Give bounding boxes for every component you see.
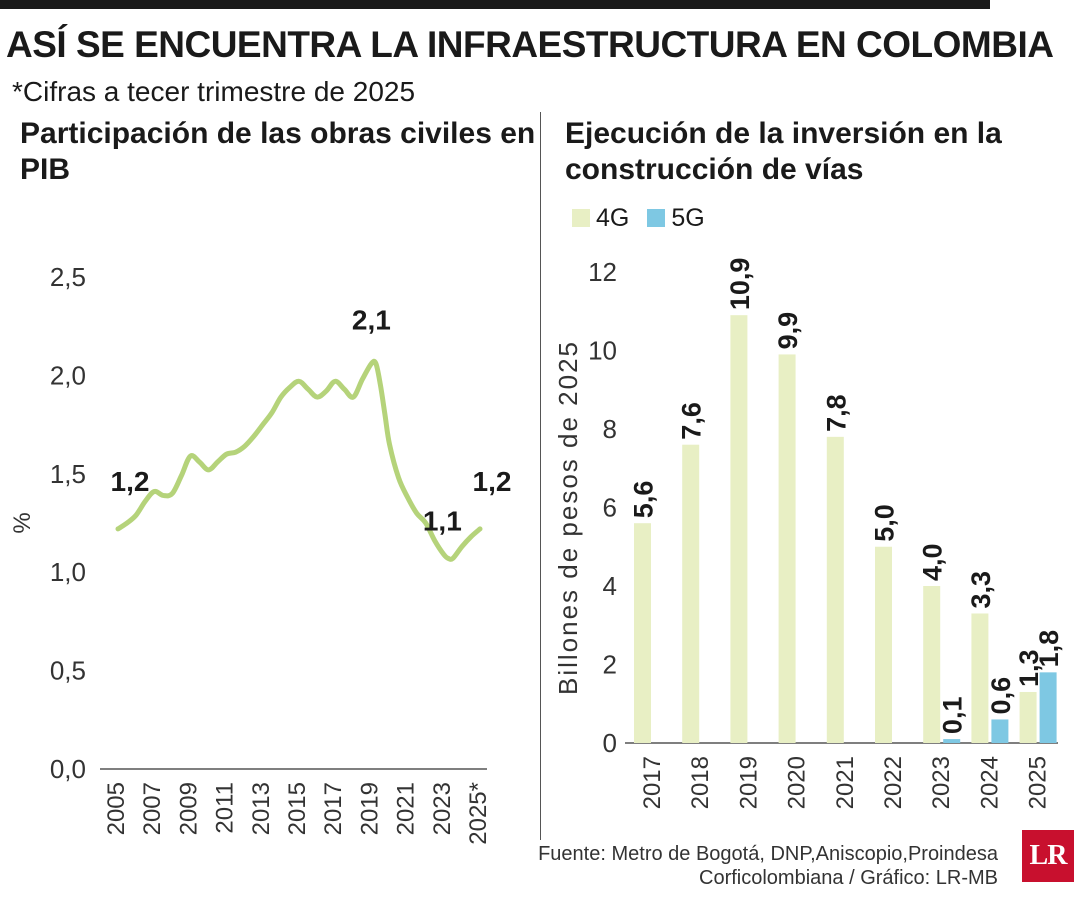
line-chart-y-tick-label: 0,0 (50, 754, 86, 784)
lr-logo: LR (1022, 830, 1074, 882)
bar-chart-y-tick-label: 6 (603, 493, 617, 523)
line-chart-x-tick-label: 2005 (103, 782, 130, 835)
bar-chart-x-tick-label: 2023 (928, 756, 955, 809)
bar-4g (778, 354, 796, 743)
legend-swatch-4g (572, 209, 590, 227)
line-chart-y-tick-label: 2,0 (50, 360, 86, 390)
source-line-2: Corficolombiana / Gráfico: LR-MB (699, 867, 998, 889)
line-chart-y-tick-label: 2,5 (50, 262, 86, 292)
line-chart-x-tick-label: 2017 (320, 782, 347, 835)
bar-chart-y-tick-label: 8 (603, 414, 617, 444)
source-note: Fuente: Metro de Bogotá, DNP,Aniscopio,P… (538, 842, 998, 890)
bar-chart-y-axis-label: Billones de pesos de 2025 (553, 340, 583, 695)
bar-chart-x-tick-label: 2018 (687, 756, 714, 809)
bar-5g-value-label: 0,1 (938, 697, 968, 735)
line-chart-x-tick-label: 2009 (175, 782, 202, 835)
line-chart-title: Participación de las obras civiles en PI… (20, 117, 536, 186)
line-chart-x-tick-label: 2025* (465, 782, 492, 845)
bar-5g (943, 739, 961, 743)
bar-5g-value-label: 0,6 (986, 677, 1016, 715)
legend-item-4g: 4G (572, 204, 629, 233)
bar-4g (971, 613, 989, 743)
line-chart-y-tick-label: 0,5 (50, 656, 86, 686)
bar-chart-x-tick-label: 2021 (832, 756, 859, 809)
bar-5g (1039, 672, 1057, 743)
top-rule (0, 0, 990, 9)
bar-4g (730, 315, 748, 743)
line-chart-x-tick-label: 2007 (139, 782, 166, 835)
bar-4g-value-label: 7,8 (821, 394, 851, 432)
bar-4g-value-label: 5,6 (629, 481, 659, 519)
bar-chart-x-tick-label: 2024 (976, 756, 1003, 809)
line-chart-x-tick-label: 2021 (393, 782, 420, 835)
bar-4g-value-label: 3,3 (966, 571, 996, 609)
source-line-1: Fuente: Metro de Bogotá, DNP,Aniscopio,P… (538, 843, 998, 865)
bar-chart-x-tick-label: 2025 (1025, 756, 1052, 809)
line-chart-x-tick-label: 2023 (429, 782, 456, 835)
panel-divider (540, 112, 541, 840)
legend-item-5g: 5G (647, 203, 705, 233)
bar-chart-x-tick-label: 2022 (880, 756, 907, 809)
legend-label-4g: 4G (596, 203, 630, 232)
bar-4g (1019, 691, 1037, 743)
line-chart-data-label: 1,2 (473, 466, 512, 497)
page-title: ASÍ SE ENCUENTRA LA INFRAESTRUCTURA EN C… (6, 24, 1054, 65)
bar-4g (682, 444, 700, 743)
bar-4g-value-label: 9,9 (773, 312, 803, 350)
legend-label-5g: 5G (671, 203, 705, 232)
line-chart-series-line (115, 358, 483, 562)
bar-chart-y-tick-label: 4 (603, 571, 617, 601)
bar-chart-y-tick-label: 10 (588, 336, 617, 366)
bar-chart-legend: 4G 5G (572, 203, 723, 233)
bar-4g-value-label: 10,9 (725, 258, 755, 311)
line-chart-x-tick-label: 2019 (356, 782, 383, 835)
bar-chart-y-tick-label: 12 (588, 257, 617, 287)
line-chart-y-tick-label: 1,0 (50, 557, 86, 587)
line-chart-data-label: 1,2 (111, 466, 150, 497)
line-chart-y-tick-label: 1,5 (50, 459, 86, 489)
line-chart-x-tick-label: 2013 (248, 782, 275, 835)
bar-chart-y-tick-label: 2 (603, 650, 617, 680)
bar-chart-x-tick-label: 2020 (784, 756, 811, 809)
line-chart-data-label: 2,1 (352, 305, 391, 336)
bar-5g (991, 719, 1009, 743)
bar-4g (923, 586, 941, 743)
bar-4g-value-label: 7,6 (677, 402, 707, 440)
bar-5g-value-label: 1,8 (1034, 630, 1064, 668)
bar-4g (634, 523, 651, 743)
line-chart-x-tick-label: 2011 (212, 782, 239, 834)
bar-chart-y-tick-label: 0 (603, 728, 617, 758)
bar-chart-x-tick-label: 2017 (639, 756, 666, 809)
bar-4g-value-label: 1,3 (1014, 649, 1044, 687)
page-subtitle: *Cifras a tecer trimestre de 2025 (12, 76, 416, 107)
line-chart-x-tick-label: 2015 (284, 782, 311, 835)
legend-swatch-5g (647, 209, 666, 227)
bar-chart-x-tick-label: 2019 (735, 756, 762, 809)
bar-4g (875, 546, 892, 743)
bar-4g-value-label: 5,0 (870, 504, 900, 542)
bar-chart-title: Ejecución de la inversión en la construc… (565, 117, 1002, 186)
bar-4g-value-label: 4,0 (918, 543, 948, 581)
line-chart-y-axis-label: % (9, 512, 36, 533)
line-chart-data-label: 1,1 (423, 505, 462, 536)
bar-4g (826, 436, 844, 743)
